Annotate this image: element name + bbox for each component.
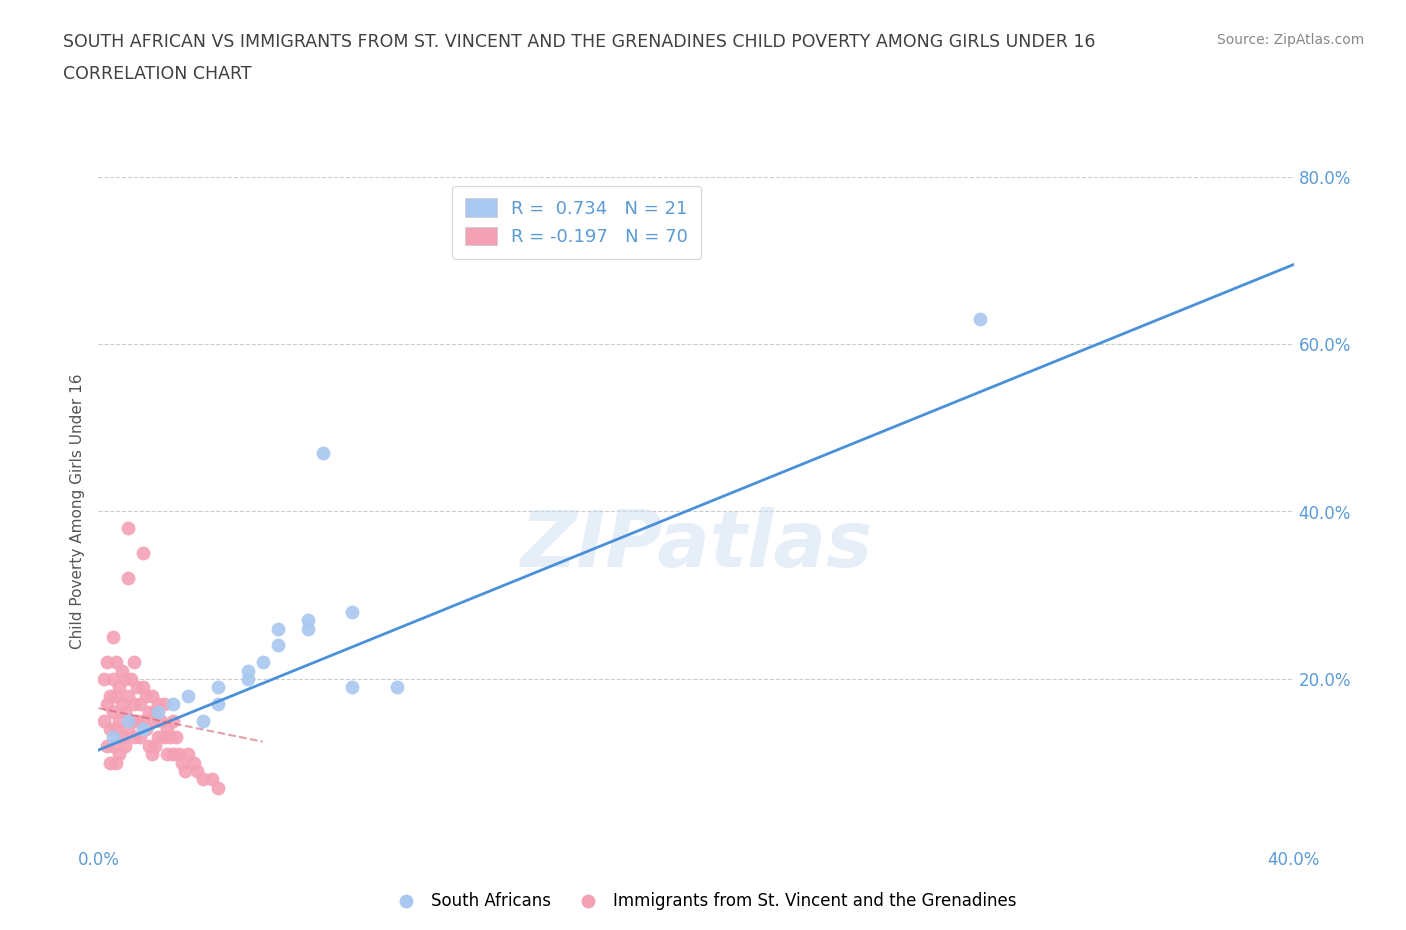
Point bbox=[127, 680, 149, 695]
Point bbox=[103, 630, 125, 644]
Point bbox=[96, 655, 118, 670]
Point bbox=[969, 312, 991, 326]
Point bbox=[111, 730, 134, 745]
Point bbox=[124, 730, 146, 745]
Point bbox=[132, 713, 155, 728]
Point bbox=[150, 713, 173, 728]
Point bbox=[167, 747, 190, 762]
Point bbox=[132, 722, 155, 737]
Point bbox=[96, 697, 118, 711]
Legend: R =  0.734   N = 21, R = -0.197   N = 70: R = 0.734 N = 21, R = -0.197 N = 70 bbox=[451, 186, 702, 259]
Point bbox=[105, 688, 128, 703]
Point bbox=[103, 738, 125, 753]
Point bbox=[297, 613, 319, 628]
Point bbox=[105, 722, 128, 737]
Point bbox=[162, 713, 184, 728]
Point bbox=[105, 655, 128, 670]
Point bbox=[111, 663, 134, 678]
Point bbox=[385, 680, 409, 695]
Point bbox=[141, 713, 163, 728]
Point bbox=[103, 730, 125, 745]
Point bbox=[111, 697, 134, 711]
Point bbox=[191, 713, 214, 728]
Point bbox=[342, 680, 364, 695]
Point bbox=[117, 713, 139, 728]
Text: ZIPatlas: ZIPatlas bbox=[520, 507, 872, 583]
Point bbox=[148, 705, 170, 720]
Point bbox=[159, 730, 181, 745]
Point bbox=[207, 680, 229, 695]
Y-axis label: Child Poverty Among Girls Under 16: Child Poverty Among Girls Under 16 bbox=[70, 374, 86, 649]
Point bbox=[103, 671, 125, 686]
Point bbox=[124, 655, 146, 670]
Point bbox=[143, 738, 166, 753]
Point bbox=[117, 688, 139, 703]
Point bbox=[138, 738, 160, 753]
Point bbox=[186, 764, 208, 778]
Point bbox=[108, 680, 131, 695]
Text: CORRELATION CHART: CORRELATION CHART bbox=[63, 65, 252, 83]
Point bbox=[120, 713, 142, 728]
Point bbox=[117, 521, 139, 536]
Point bbox=[207, 780, 229, 795]
Point bbox=[103, 705, 125, 720]
Point bbox=[138, 705, 160, 720]
Point bbox=[120, 671, 142, 686]
Point bbox=[183, 755, 205, 770]
Point bbox=[156, 722, 179, 737]
Point bbox=[148, 730, 170, 745]
Point bbox=[162, 697, 184, 711]
Point bbox=[153, 697, 176, 711]
Point bbox=[114, 671, 136, 686]
Text: Source: ZipAtlas.com: Source: ZipAtlas.com bbox=[1216, 33, 1364, 46]
Point bbox=[267, 621, 290, 636]
Point bbox=[191, 772, 214, 787]
Point bbox=[297, 621, 319, 636]
Point bbox=[132, 680, 155, 695]
Legend: South Africans, Immigrants from St. Vincent and the Grenadines: South Africans, Immigrants from St. Vinc… bbox=[382, 885, 1024, 917]
Point bbox=[174, 764, 197, 778]
Point bbox=[114, 705, 136, 720]
Point bbox=[143, 705, 166, 720]
Point bbox=[236, 671, 259, 686]
Point bbox=[207, 697, 229, 711]
Point bbox=[129, 730, 152, 745]
Point bbox=[105, 755, 128, 770]
Point bbox=[100, 722, 122, 737]
Point bbox=[114, 738, 136, 753]
Point bbox=[141, 688, 163, 703]
Point bbox=[100, 688, 122, 703]
Point bbox=[132, 546, 155, 561]
Point bbox=[108, 747, 131, 762]
Point bbox=[311, 445, 333, 460]
Point bbox=[165, 730, 187, 745]
Point bbox=[135, 688, 157, 703]
Point bbox=[96, 738, 118, 753]
Point bbox=[141, 747, 163, 762]
Point bbox=[93, 671, 115, 686]
Point bbox=[153, 730, 176, 745]
Point bbox=[117, 722, 139, 737]
Point bbox=[129, 697, 152, 711]
Point bbox=[236, 663, 259, 678]
Point bbox=[117, 571, 139, 586]
Point bbox=[267, 638, 290, 653]
Point bbox=[124, 697, 146, 711]
Point bbox=[177, 688, 200, 703]
Point bbox=[342, 604, 364, 619]
Point bbox=[177, 747, 200, 762]
Point bbox=[172, 755, 194, 770]
Point bbox=[162, 747, 184, 762]
Point bbox=[108, 713, 131, 728]
Point bbox=[156, 747, 179, 762]
Point bbox=[127, 713, 149, 728]
Point bbox=[135, 722, 157, 737]
Point bbox=[201, 772, 224, 787]
Text: SOUTH AFRICAN VS IMMIGRANTS FROM ST. VINCENT AND THE GRENADINES CHILD POVERTY AM: SOUTH AFRICAN VS IMMIGRANTS FROM ST. VIN… bbox=[63, 33, 1095, 50]
Point bbox=[100, 755, 122, 770]
Point bbox=[148, 697, 170, 711]
Point bbox=[252, 655, 274, 670]
Point bbox=[93, 713, 115, 728]
